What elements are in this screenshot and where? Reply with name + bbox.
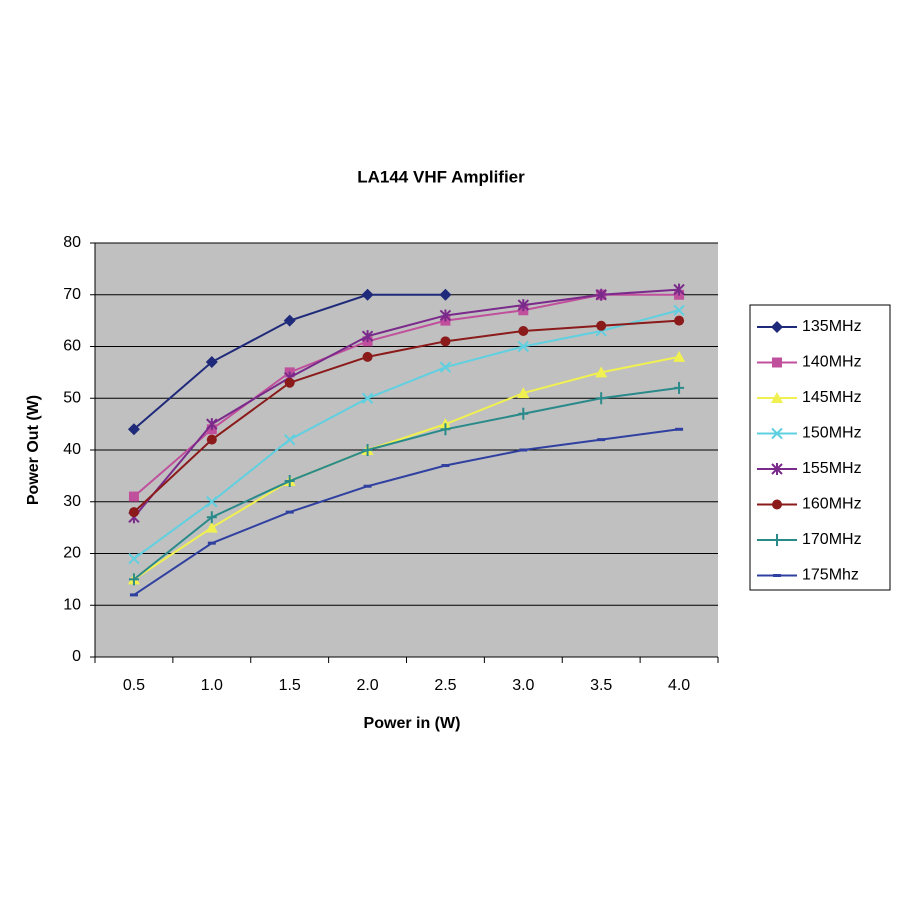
marker bbox=[128, 491, 139, 502]
x-tick-label: 3.5 bbox=[590, 677, 612, 694]
y-tick-label: 40 bbox=[63, 441, 81, 458]
marker bbox=[673, 304, 685, 316]
marker bbox=[362, 351, 373, 362]
y-tick-label: 10 bbox=[63, 596, 81, 613]
marker bbox=[206, 496, 218, 508]
marker bbox=[673, 350, 686, 362]
marker bbox=[284, 377, 295, 388]
y-tick-label: 0 bbox=[72, 648, 81, 665]
y-tick-label: 50 bbox=[63, 389, 81, 406]
marker bbox=[771, 427, 783, 440]
marker bbox=[284, 475, 295, 488]
marker bbox=[440, 423, 451, 436]
marker bbox=[361, 392, 374, 404]
marker bbox=[361, 330, 374, 343]
legend-label: 170MHz bbox=[802, 531, 862, 548]
y-tick-label: 30 bbox=[63, 493, 81, 510]
marker bbox=[771, 463, 783, 475]
marker bbox=[673, 283, 685, 296]
y-tick-label: 60 bbox=[63, 338, 81, 355]
x-tick-label: 1.5 bbox=[279, 677, 301, 694]
marker bbox=[440, 336, 451, 347]
marker bbox=[674, 381, 685, 394]
marker bbox=[127, 423, 140, 436]
legend-label: 145MHz bbox=[802, 389, 862, 406]
marker bbox=[206, 434, 217, 445]
marker bbox=[517, 299, 530, 312]
marker bbox=[205, 356, 218, 369]
legend-label: 175Mhz bbox=[802, 567, 859, 584]
x-tick-label: 0.5 bbox=[123, 677, 145, 694]
legend-label: 135MHz bbox=[802, 318, 862, 335]
y-tick-label: 20 bbox=[63, 545, 81, 562]
y-tick-label: 80 bbox=[63, 234, 81, 251]
marker bbox=[206, 511, 217, 524]
series-line bbox=[133, 386, 680, 581]
marker bbox=[595, 288, 607, 301]
marker bbox=[518, 325, 529, 336]
x-axis-label: Power in (W) bbox=[364, 715, 461, 732]
x-tick-label: 2.5 bbox=[434, 677, 456, 694]
series-line bbox=[133, 309, 680, 560]
series-line bbox=[133, 428, 680, 596]
marker bbox=[439, 361, 452, 373]
x-tick-label: 2.0 bbox=[356, 677, 378, 694]
series-line bbox=[133, 319, 680, 513]
x-tick-label: 4.0 bbox=[668, 677, 690, 694]
chart-title: LA144 VHF Amplifier bbox=[357, 167, 525, 186]
marker bbox=[674, 315, 685, 326]
x-tick-label: 3.0 bbox=[512, 677, 534, 694]
marker bbox=[283, 433, 296, 446]
marker bbox=[518, 407, 529, 420]
marker bbox=[772, 357, 782, 368]
marker bbox=[206, 418, 218, 431]
legend-label: 140MHz bbox=[802, 354, 862, 371]
marker bbox=[283, 314, 296, 327]
marker bbox=[596, 320, 607, 331]
marker bbox=[517, 340, 530, 353]
marker bbox=[361, 288, 374, 301]
marker bbox=[771, 321, 783, 333]
y-axis-label: Power Out (W) bbox=[25, 395, 42, 505]
marker bbox=[772, 499, 782, 510]
series-line bbox=[133, 288, 680, 518]
marker bbox=[517, 387, 530, 399]
marker bbox=[128, 552, 140, 565]
legend-label: 155MHz bbox=[802, 460, 862, 477]
marker bbox=[596, 392, 607, 405]
marker bbox=[128, 507, 139, 518]
marker bbox=[439, 309, 452, 322]
series-line bbox=[133, 355, 680, 581]
marker bbox=[595, 366, 608, 378]
marker bbox=[772, 534, 782, 546]
marker bbox=[771, 392, 783, 403]
marker bbox=[128, 573, 139, 586]
legend-box bbox=[749, 304, 891, 591]
legend-label: 150MHz bbox=[802, 425, 862, 442]
marker bbox=[205, 521, 218, 533]
marker bbox=[439, 288, 452, 301]
x-tick-label: 1.0 bbox=[201, 677, 223, 694]
y-tick-label: 70 bbox=[63, 286, 81, 303]
legend-label: 160MHz bbox=[802, 496, 862, 513]
marker bbox=[362, 444, 373, 456]
